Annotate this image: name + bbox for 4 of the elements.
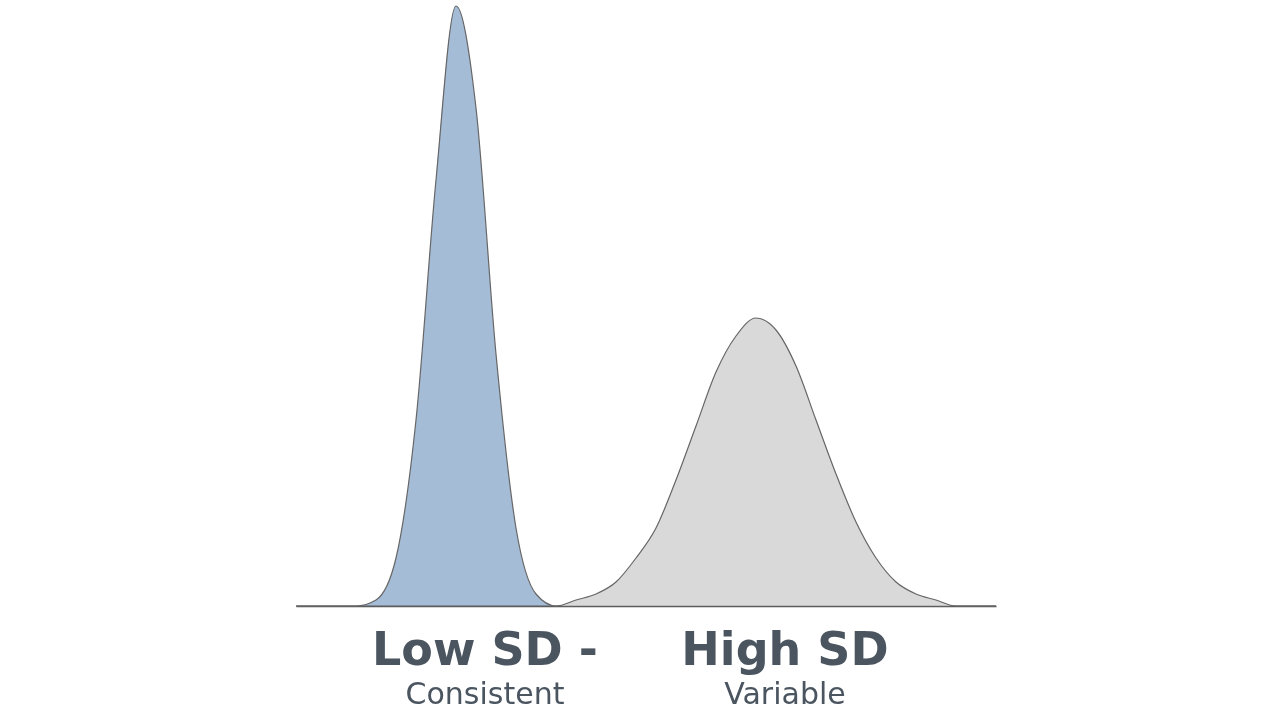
text: Variable bbox=[723, 676, 847, 711]
text: Low SD - bbox=[371, 622, 599, 676]
text: Consistent bbox=[404, 676, 566, 711]
text: High SD bbox=[680, 622, 890, 676]
